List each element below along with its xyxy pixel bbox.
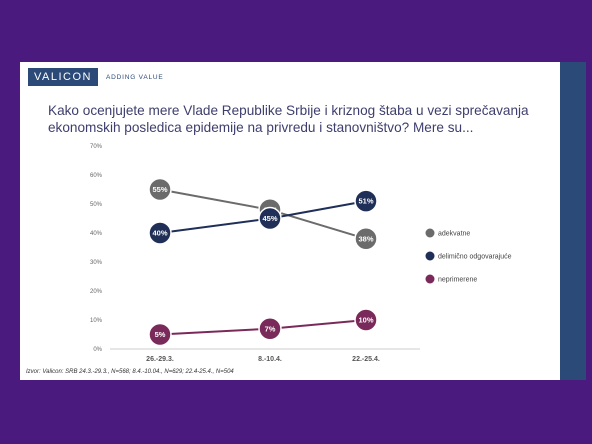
y-tick-label: 30% [90, 260, 103, 266]
legend-label: adekvatne [438, 231, 470, 238]
y-tick-label: 50% [90, 202, 103, 208]
legend-marker [425, 228, 435, 238]
legend-label: delimično odgovarajuće [438, 254, 512, 261]
data-label: 7% [265, 324, 276, 333]
data-point [148, 177, 172, 202]
data-label: 40% [152, 229, 167, 238]
data-label: 10% [358, 316, 373, 325]
x-tick-label: 8.-10.4. [258, 356, 282, 363]
data-point [354, 189, 378, 213]
data-point [354, 227, 378, 251]
chart-title: Kako ocenjujete mere Vlade Republike Srb… [48, 103, 529, 135]
y-tick-label: 10% [90, 318, 103, 324]
x-tick-label: 26.-29.3. [146, 356, 174, 363]
data-point [354, 308, 378, 332]
legend-marker [425, 274, 435, 284]
legend-marker [425, 251, 435, 261]
source-note: Izvor: Valicon: SRB 24.3.-29.3., N=568; … [26, 369, 234, 375]
side-accent-bar [560, 62, 586, 380]
y-tick-label: 70% [90, 144, 103, 150]
data-label: 51% [358, 197, 373, 206]
x-tick-label: 22.-25.4. [352, 356, 380, 363]
data-point [258, 316, 282, 341]
brand-tagline: ADDING VALUE [105, 73, 164, 81]
y-tick-label: 20% [90, 289, 103, 295]
data-label: 55% [152, 185, 167, 194]
data-label: 5% [155, 330, 166, 339]
valicon-logo: VALICON [28, 68, 98, 86]
data-label: 45% [262, 214, 277, 223]
y-tick-label: 60% [90, 173, 103, 179]
line-chart: 0% 10% 20% 30% 40% 50% 60% 70% 26.-29.3. 8.-10.4.… [90, 144, 512, 363]
data-point [148, 322, 172, 347]
data-point [148, 221, 172, 245]
y-tick-label: 0% [93, 347, 102, 353]
brand-header: VALICON ADDING VALUE [28, 68, 164, 86]
data-label: 38% [358, 234, 373, 243]
legend-label: neprimerene [438, 277, 477, 284]
y-tick-label: 40% [90, 231, 103, 237]
data-point [258, 206, 282, 231]
slide: VALICON ADDING VALUE Kako ocenjujete mer… [20, 62, 586, 380]
